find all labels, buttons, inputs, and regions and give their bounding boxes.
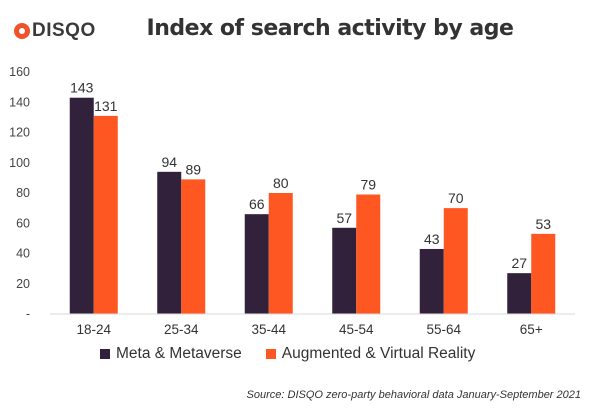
legend-item-meta: Meta & Metaverse: [100, 345, 242, 363]
legend: Meta & Metaverse Augmented & Virtual Rea…: [100, 345, 475, 363]
data-label-ar-vr: 53: [535, 216, 551, 232]
y-axis: - 20 40 60 80 100 120 140 160: [9, 65, 30, 321]
chart-title: Index of search activity by age: [146, 16, 514, 41]
x-tick-label: 65+: [520, 322, 543, 337]
legend-label-ar-vr: Augmented & Virtual Reality: [281, 345, 476, 362]
x-tick-label: 18-24: [76, 322, 111, 337]
y-tick-label: 60: [16, 216, 30, 230]
legend-label-meta: Meta & Metaverse: [116, 345, 242, 362]
bar-meta: [419, 248, 444, 314]
data-label-meta: 143: [70, 80, 94, 96]
data-label-ar-vr: 89: [185, 161, 201, 177]
data-label-ar-vr: 131: [94, 98, 118, 114]
y-tick-label: 160: [9, 65, 30, 79]
x-tick-label: 55-64: [426, 322, 461, 337]
logo-text: DISQO: [32, 20, 96, 41]
y-tick-label: 140: [9, 95, 30, 109]
bar-meta: [507, 273, 532, 314]
x-tick-label: 25-34: [164, 322, 199, 337]
bar-ar-vr: [356, 194, 381, 314]
bars: [69, 97, 556, 315]
x-axis: 18-24 25-34 35-44 45-54 55-64 65+: [50, 313, 575, 337]
legend-item-ar-vr: Augmented & Virtual Reality: [265, 345, 476, 363]
disqo-logo-mark-icon: [14, 23, 30, 39]
y-tick-label: 80: [16, 186, 30, 200]
source-note: Source: DISQO zero-party behavioral data…: [246, 389, 581, 401]
bar-ar-vr: [181, 179, 206, 314]
data-label-meta: 57: [336, 210, 352, 226]
data-label-meta: 43: [424, 231, 440, 247]
legend-swatch-meta: [100, 349, 110, 359]
data-label-ar-vr: 70: [448, 190, 464, 206]
y-tick-label: 20: [16, 277, 30, 291]
y-tick-label: 40: [16, 247, 30, 261]
legend-swatch-ar-vr: [265, 349, 276, 359]
bar-meta: [157, 171, 182, 314]
data-label-meta: 66: [249, 196, 265, 212]
y-tick-label: -: [26, 307, 30, 321]
bar-ar-vr: [268, 193, 293, 314]
x-tick-label: 45-54: [339, 322, 374, 337]
disqo-logo: DISQO: [14, 20, 96, 42]
bar-ar-vr: [531, 233, 556, 314]
data-label-ar-vr: 80: [273, 175, 289, 191]
data-label-meta: 27: [511, 255, 527, 271]
data-label-meta: 94: [161, 154, 177, 170]
bar-meta: [332, 227, 357, 314]
bar-meta: [244, 214, 269, 314]
x-tick-label: 35-44: [251, 322, 286, 337]
y-tick-label: 100: [9, 156, 30, 170]
bar-ar-vr: [93, 115, 118, 314]
bar-ar-vr: [443, 208, 468, 314]
bar-meta: [69, 97, 94, 315]
data-label-ar-vr: 79: [360, 177, 376, 193]
y-tick-label: 120: [9, 126, 30, 140]
